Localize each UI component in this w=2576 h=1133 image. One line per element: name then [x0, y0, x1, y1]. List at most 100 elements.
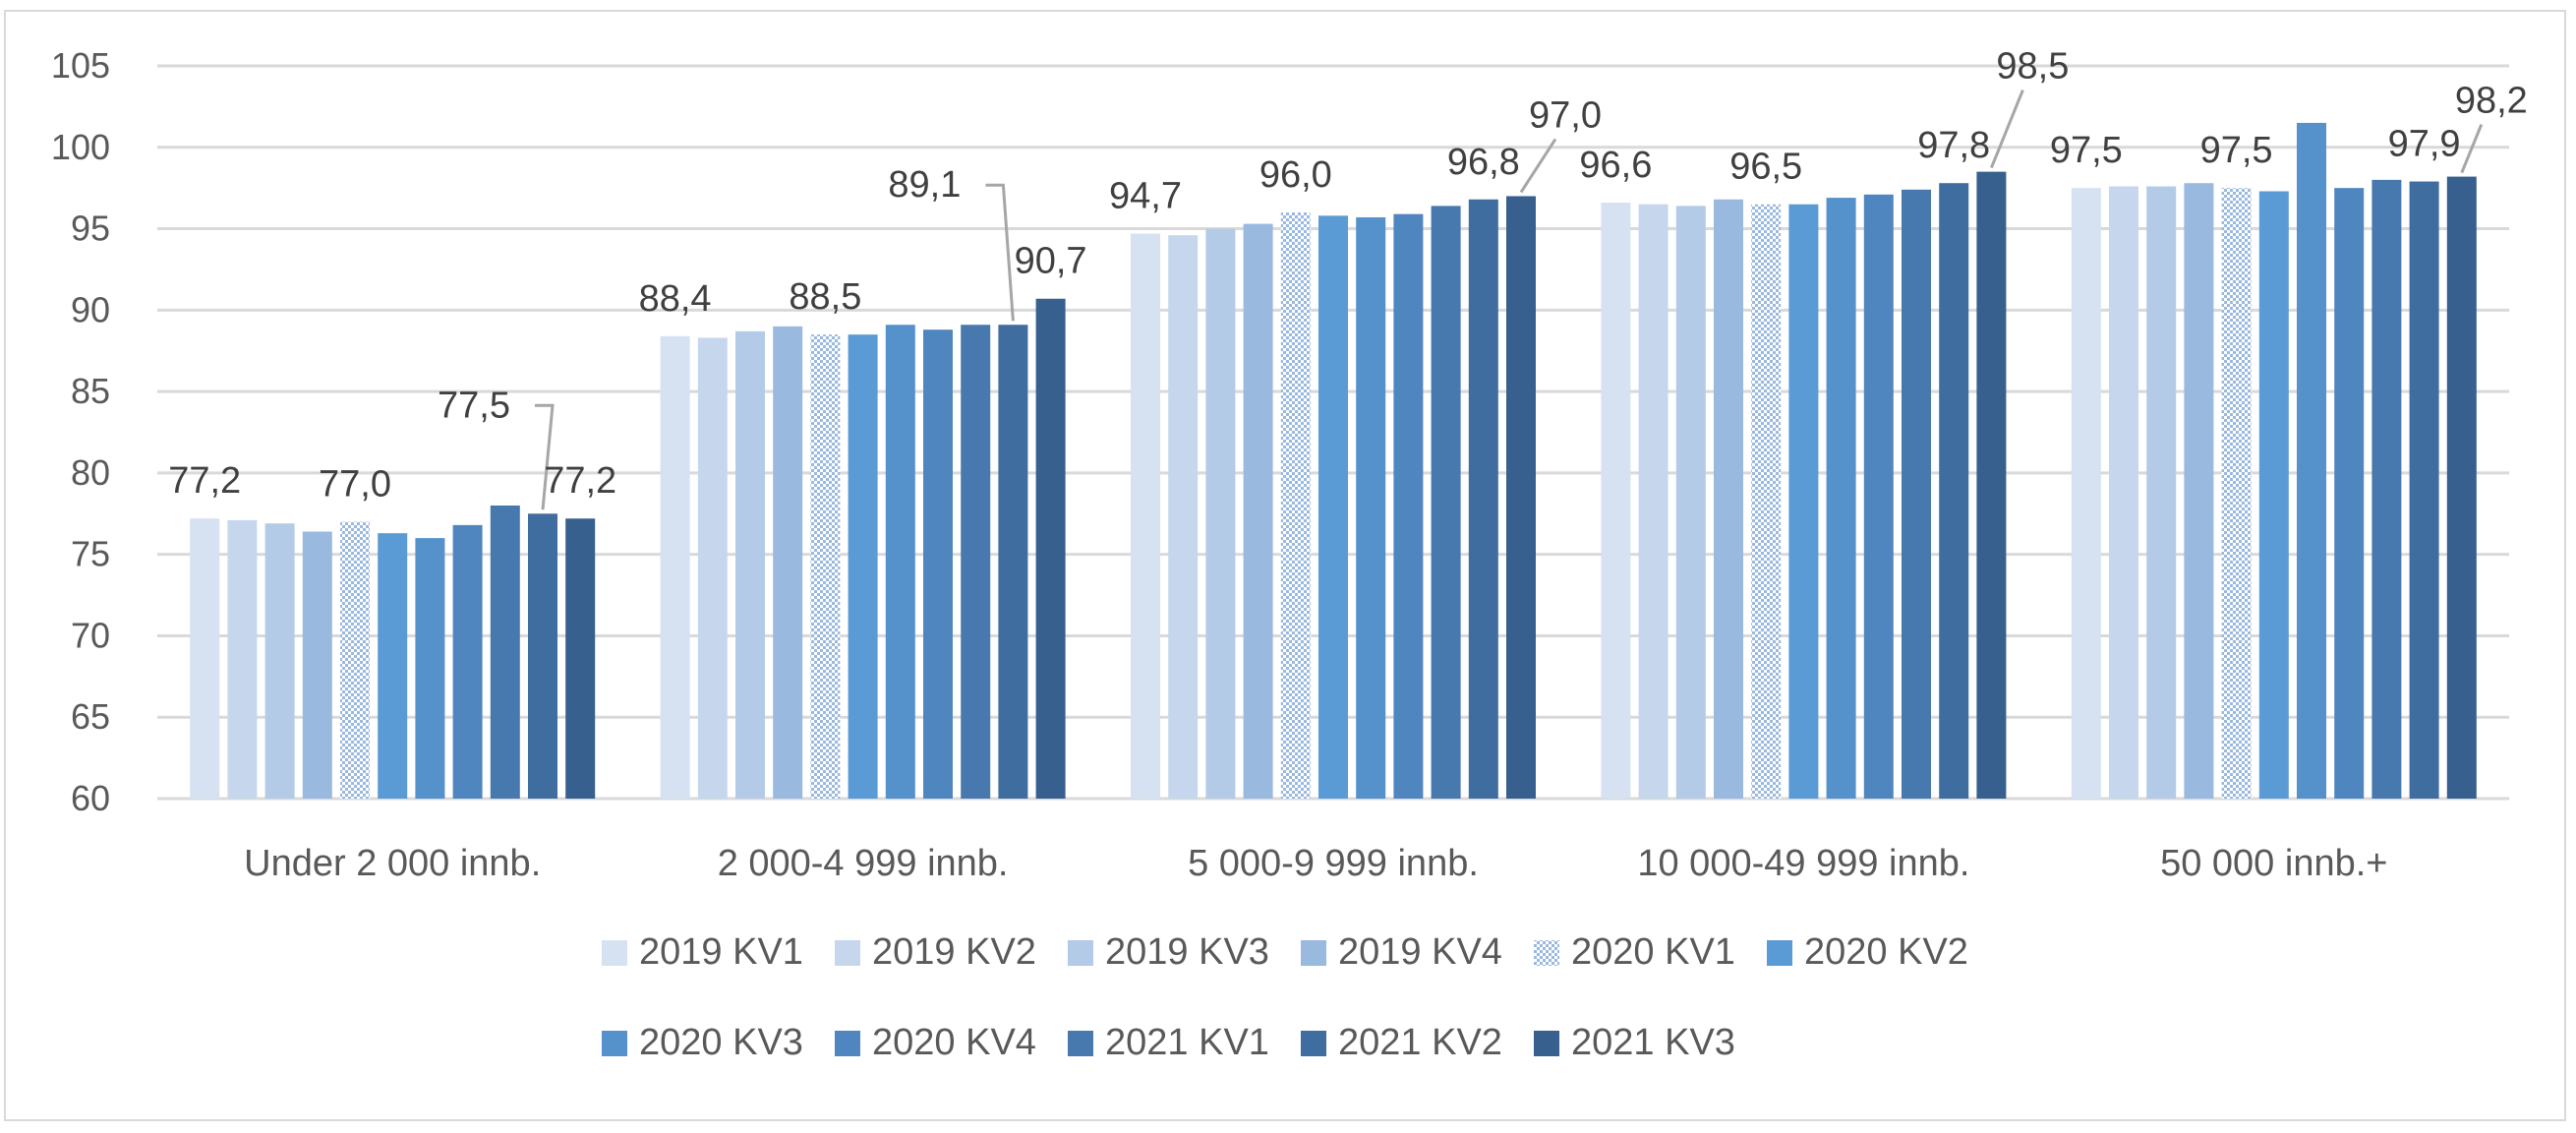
data-label: 90,7 — [1015, 241, 1087, 282]
bar — [1131, 233, 1160, 799]
legend-swatch — [835, 1031, 860, 1056]
bars — [190, 122, 2477, 800]
data-label: 89,1 — [888, 164, 961, 206]
legend-swatch — [1301, 1031, 1326, 1056]
bar — [2334, 188, 2365, 799]
legend-label: 2019 KV1 — [639, 931, 803, 973]
y-tick-label: 95 — [71, 209, 110, 249]
bar — [1506, 196, 1536, 799]
data-label: 96,0 — [1259, 154, 1332, 196]
bar — [810, 334, 841, 799]
data-label: 97,9 — [2388, 124, 2461, 165]
data-label: 98,2 — [2455, 81, 2528, 122]
legend-label: 2020 KV2 — [1804, 931, 1968, 973]
bar — [923, 329, 953, 799]
bar — [998, 325, 1028, 799]
bar — [1902, 189, 1931, 800]
legend-swatch — [1068, 1031, 1093, 1056]
bar — [490, 506, 520, 799]
y-tick-label: 80 — [71, 452, 110, 493]
y-tick-label: 105 — [51, 45, 110, 86]
y-tick-label: 90 — [71, 289, 110, 329]
bar — [1675, 206, 1706, 799]
legend-swatch — [602, 1031, 627, 1056]
bar — [1168, 235, 1199, 799]
data-label: 96,8 — [1447, 142, 1520, 183]
bar — [697, 337, 728, 799]
legend-swatch — [1767, 940, 1792, 966]
bar — [2297, 122, 2326, 799]
bar — [1468, 199, 1498, 799]
legend-label: 2019 KV2 — [872, 931, 1036, 973]
bar — [565, 518, 596, 799]
legend-swatch — [835, 940, 860, 966]
bar — [378, 533, 408, 799]
bar — [2409, 181, 2439, 800]
y-tick-label: 70 — [71, 615, 110, 655]
bar — [2146, 186, 2177, 799]
bar — [1751, 204, 1782, 799]
leader-line — [1519, 138, 1557, 194]
bar — [340, 521, 370, 799]
bar — [1280, 212, 1311, 799]
data-label: 97,5 — [2050, 130, 2123, 171]
bar — [2071, 188, 2101, 799]
legend-label: 2019 KV4 — [1338, 931, 1502, 973]
data-labels: 77,2 77,0 77,5 77,2 88,4 88,5 89,1 90,7 94,7 96,0… — [168, 46, 2528, 510]
bar — [2109, 186, 2138, 799]
bar — [528, 513, 557, 799]
bar — [302, 531, 332, 799]
bar — [2184, 183, 2214, 799]
category-labels: Under 2 000 innb. 2 000-4 999 innb. 5 000-… — [244, 843, 2387, 884]
bar — [2258, 191, 2289, 799]
bar — [735, 330, 765, 799]
y-tick-label: 85 — [71, 371, 110, 411]
legend-label: 2021 KV1 — [1105, 1022, 1269, 1063]
bar — [660, 335, 690, 799]
legend-label: 2020 KV1 — [1571, 931, 1735, 973]
bar — [2221, 188, 2252, 799]
leader-line — [535, 403, 555, 510]
y-tick-label: 65 — [71, 696, 110, 737]
legend-swatch — [1301, 940, 1326, 966]
bar — [1431, 206, 1461, 799]
bar — [1393, 213, 1424, 800]
data-label: 96,6 — [1579, 145, 1652, 186]
data-label: 98,5 — [1996, 46, 2069, 88]
legend-label: 2019 KV3 — [1105, 931, 1269, 973]
legend-swatch — [1534, 1031, 1559, 1056]
bar — [264, 523, 295, 799]
legend-swatch — [1068, 940, 1093, 966]
leader-line — [985, 183, 1015, 322]
category-label: 5 000-9 999 innb. — [1188, 843, 1479, 884]
y-axis-ticks: 60 65 70 75 80 85 90 95 100 105 — [51, 45, 110, 818]
leader-line — [2460, 124, 2484, 174]
category-label: 10 000-49 999 innb. — [1637, 843, 1969, 884]
category-label: 50 000 innb.+ — [2160, 843, 2387, 884]
bar — [1243, 223, 1273, 800]
legend-label: 2021 KV2 — [1338, 1022, 1502, 1063]
data-label: 97,0 — [1529, 94, 1602, 136]
bar — [1205, 228, 1236, 800]
bar — [1863, 194, 1894, 800]
bar — [415, 538, 445, 799]
legend-label: 2020 KV4 — [872, 1022, 1036, 1063]
leader-line — [1990, 89, 2024, 169]
bar — [1035, 298, 1066, 799]
bar — [1976, 171, 2007, 800]
bar — [452, 524, 483, 799]
category-label: 2 000-4 999 innb. — [718, 843, 1009, 884]
bar — [848, 334, 878, 799]
y-tick-label: 100 — [51, 127, 110, 167]
bar — [1638, 204, 1669, 799]
data-label: 97,5 — [2200, 130, 2273, 171]
legend-swatch — [602, 940, 627, 966]
data-label: 94,7 — [1109, 176, 1182, 217]
bar — [1788, 204, 1819, 799]
legend-label: 2020 KV3 — [639, 1022, 803, 1063]
bar — [227, 519, 258, 799]
bar — [1356, 216, 1386, 799]
y-tick-label: 60 — [71, 778, 110, 818]
legend-swatch — [1534, 940, 1559, 966]
